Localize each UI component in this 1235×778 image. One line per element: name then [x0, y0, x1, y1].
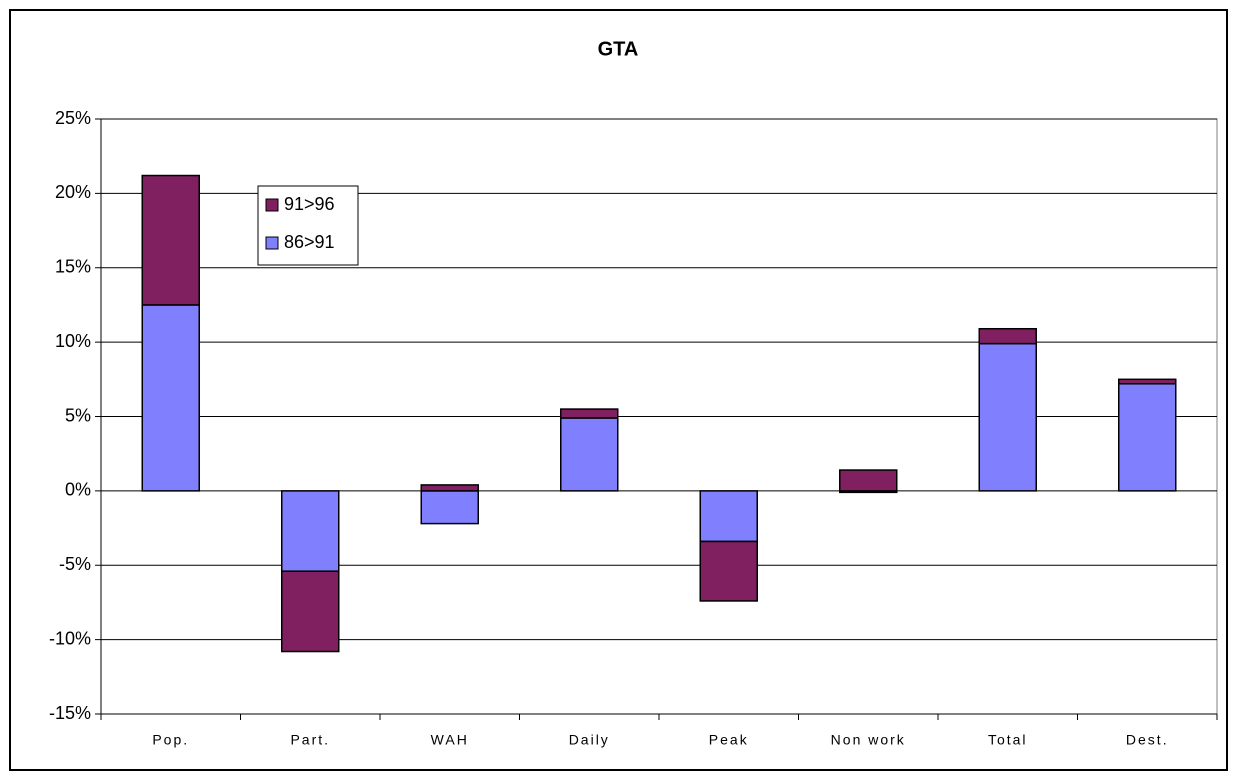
bar — [141, 174, 200, 306]
x-tick-label: Part. — [290, 732, 330, 748]
bar — [1118, 383, 1177, 492]
bar — [699, 540, 758, 602]
bar — [1118, 378, 1177, 385]
x-tick-label: Pop. — [152, 732, 189, 748]
x-tick-label: Dest. — [1126, 732, 1169, 748]
x-tick-label: WAH — [431, 732, 469, 748]
y-tick-label: 15% — [55, 257, 91, 277]
y-tick-label: 25% — [55, 108, 91, 128]
x-tick-label: Total — [988, 732, 1028, 748]
bar — [420, 484, 479, 492]
x-tick-label: Peak — [709, 732, 749, 748]
legend-label: 86>91 — [284, 232, 335, 252]
bar — [699, 490, 758, 543]
y-tick-label: -5% — [59, 554, 91, 574]
legend-swatch — [265, 236, 279, 250]
bar — [560, 417, 619, 492]
bar — [281, 570, 340, 653]
y-tick-label: 10% — [55, 331, 91, 351]
bar — [839, 469, 898, 492]
y-tick-label: 20% — [55, 182, 91, 202]
y-tick-label: -15% — [49, 703, 91, 723]
bar — [560, 408, 619, 419]
bar — [978, 327, 1037, 345]
y-tick-label: -10% — [49, 628, 91, 648]
bar — [281, 490, 340, 572]
y-tick-label: 0% — [65, 480, 91, 500]
y-tick-label: 5% — [65, 405, 91, 425]
bar — [978, 342, 1037, 492]
chart-title: GTA — [598, 38, 639, 60]
x-tick-label: Daily — [569, 732, 610, 748]
bar — [420, 490, 479, 525]
legend-label: 91>96 — [284, 194, 335, 214]
bar — [141, 304, 200, 492]
legend-swatch — [265, 198, 279, 212]
x-tick-label: Non work — [831, 732, 906, 748]
